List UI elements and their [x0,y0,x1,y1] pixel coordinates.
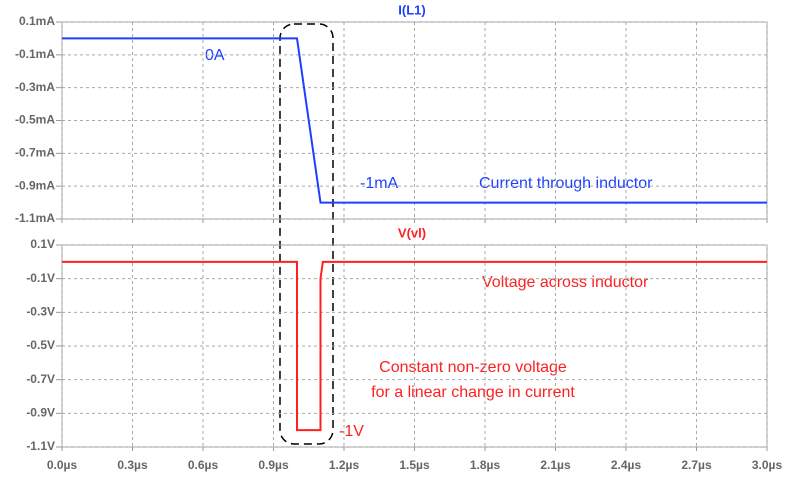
annotation: 0A [205,47,225,64]
annotation: Voltage across inductor [482,274,649,291]
y-tick-label: -0.5V [26,338,55,352]
y-tick-label: -0.7mA [15,146,55,160]
x-tick-label: 1.8µs [470,458,501,472]
annotation: -1V [339,423,364,440]
y-tick-label: -0.9mA [15,178,55,192]
y-tick-label: -0.3V [26,305,55,319]
series-title: I(L1) [398,2,425,17]
y-tick-label: -1.1mA [15,211,55,225]
y-tick-label: -0.3mA [15,80,55,94]
x-tick-label: 2.4µs [611,458,642,472]
x-tick-label: 0.9µs [258,458,289,472]
y-tick-label: -0.1mA [15,47,55,61]
y-tick-label: 0.1mA [19,14,55,28]
series-line [62,260,767,432]
x-tick-label: 0.0µs [47,458,78,472]
y-tick-label: 0.1V [30,237,55,251]
series-title: V(vl) [398,225,426,240]
highlight-box [279,23,334,445]
y-tick-label: -0.9V [26,406,55,420]
y-tick-label: -0.7V [26,372,55,386]
y-tick-label: -0.1V [26,271,55,285]
annotation: -1mA [360,175,399,192]
series-line [62,37,767,204]
x-tick-label: 0.3µs [117,458,148,472]
x-tick-label: 2.7µs [681,458,712,472]
y-tick-label: -0.5mA [15,113,55,127]
annotation: for a linear change in current [371,384,575,401]
x-tick-label: 3.0µs [752,458,783,472]
x-tick-label: 0.6µs [188,458,219,472]
y-tick-label: -1.1V [26,439,55,453]
annotation: Current through inductor [479,175,653,192]
x-tick-label: 1.5µs [399,458,430,472]
x-tick-label: 2.1µs [540,458,571,472]
annotation: Constant non-zero voltage [379,359,567,376]
x-tick-label: 1.2µs [329,458,360,472]
